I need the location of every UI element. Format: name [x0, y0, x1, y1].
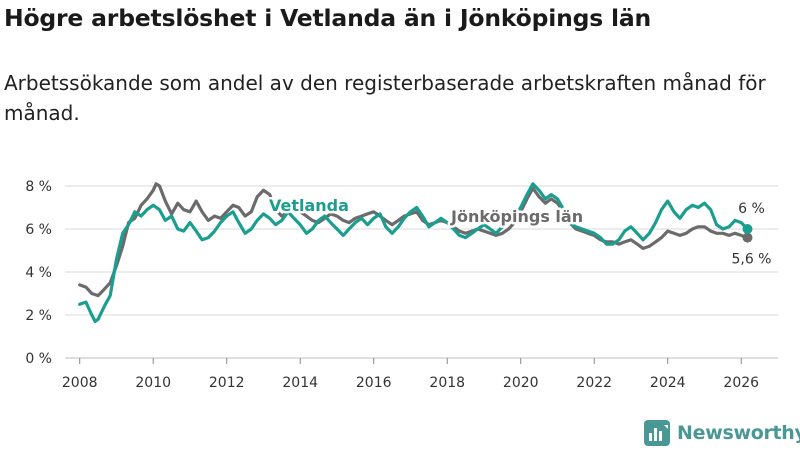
- x-tick-label: 2010: [135, 375, 171, 391]
- x-tick-label: 2022: [576, 375, 612, 391]
- series-line-vetlanda: [78, 182, 750, 323]
- end-value-label-vetlanda: 6 %: [738, 201, 765, 217]
- y-tick-label: 4 %: [25, 265, 52, 281]
- chart-subtitle: Arbetssökande som andel av den registerb…: [4, 71, 766, 125]
- end-value-label-lan: 5,6 %: [731, 252, 771, 268]
- y-tick-label: 8 %: [25, 179, 52, 195]
- x-tick-label: 2008: [62, 375, 98, 391]
- x-tick-label: 2012: [209, 375, 245, 391]
- y-tick-label: 2 %: [25, 308, 52, 324]
- x-tick-label: 2020: [503, 375, 539, 391]
- y-tick-label: 6 %: [25, 222, 52, 238]
- x-tick-label: 2024: [650, 375, 686, 391]
- x-tick-label: 2016: [356, 375, 392, 391]
- newsworthy-logo-icon: [644, 420, 670, 446]
- series-end-point-vetlanda: [742, 224, 753, 234]
- series-label-vetlanda: Vetlanda: [269, 196, 349, 215]
- series-line-lan: [78, 182, 750, 298]
- series-end-point-lan: [742, 232, 753, 243]
- brand-name: Newsworthy: [677, 422, 800, 444]
- chart-title: Högre arbetslöshet i Vetlanda än i Jönkö…: [4, 4, 652, 32]
- newsworthy-brand: Newsworthy: [644, 420, 800, 446]
- series-label-lan: Jönköpings län: [450, 207, 583, 226]
- x-tick-label: 2014: [282, 375, 318, 391]
- y-tick-label: 0 %: [25, 351, 52, 367]
- x-tick-label: 2026: [723, 375, 759, 391]
- x-tick-label: 2018: [429, 375, 465, 391]
